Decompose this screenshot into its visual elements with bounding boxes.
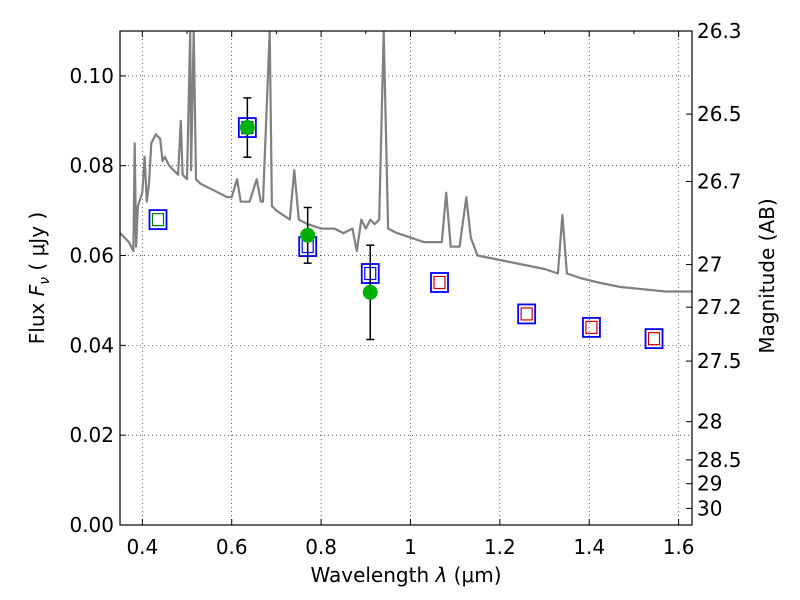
synthetic-flux-square xyxy=(585,320,598,334)
x-axis-label-suffix: (μm) xyxy=(447,563,501,587)
y-tick-label: 0.02 xyxy=(69,423,114,447)
ticks-layer: 0.4 0.6 0.8 1 1.2 1.4 1.6 0.00 0.02 0.04 0.06 0.08 0… xyxy=(69,19,741,559)
right-tick-label: 28.5 xyxy=(697,448,742,472)
right-tick-label: 28 xyxy=(697,410,722,434)
y-axis-label-suffix: ( μJy ) xyxy=(25,212,49,277)
x-tick-label: 0.4 xyxy=(126,535,158,559)
right-tick-label: 26.5 xyxy=(697,102,742,126)
x-tick-label: 1.2 xyxy=(484,535,516,559)
x-tick-label: 1 xyxy=(404,535,417,559)
observed-flux-point xyxy=(239,120,255,136)
data-layer xyxy=(120,31,692,350)
x-axis-label-symbol: λ xyxy=(434,563,447,587)
x-axis-label-prefix: Wavelength xyxy=(310,563,435,587)
plot-frame xyxy=(119,30,693,526)
model-flux-square xyxy=(644,328,664,350)
observed-flux-point xyxy=(362,284,378,300)
right-tick-label: 26.3 xyxy=(697,19,742,43)
model-flux-square xyxy=(582,316,601,338)
right-tick-label: 27.5 xyxy=(697,349,742,373)
x-tick-label: 1.6 xyxy=(663,535,695,559)
synthetic-flux-square xyxy=(647,332,661,346)
y-tick-label: 0.06 xyxy=(69,244,114,268)
x-tick-label: 0.6 xyxy=(216,535,248,559)
observed-flux-point xyxy=(300,227,316,243)
y-axis-label: Flux Fν ( μJy ) xyxy=(25,212,53,344)
x-tick-label: 0.8 xyxy=(305,535,337,559)
y-axis-label-subscript: ν xyxy=(37,277,53,285)
y-axis-label-prefix: Flux xyxy=(25,296,49,344)
y-tick-label: 0.10 xyxy=(69,64,114,88)
x-axis-label: Wavelength λ (μm) xyxy=(310,563,501,587)
y-tick-label: 0.04 xyxy=(69,333,114,357)
model-flux-square xyxy=(517,303,537,325)
right-tick-label: 26.7 xyxy=(697,169,742,193)
right-tick-label: 30 xyxy=(697,496,722,520)
synthetic-flux-square xyxy=(520,307,533,321)
right-tick-label: 27 xyxy=(697,253,722,277)
synthetic-flux-square xyxy=(151,213,165,227)
right-axis-label: Magnitude (AB) xyxy=(755,198,779,353)
x-tick-label: 1.4 xyxy=(573,535,605,559)
y-tick-label: 0.08 xyxy=(69,154,114,178)
right-tick-label: 27.2 xyxy=(697,295,742,319)
y-axis-label-symbol: F xyxy=(25,284,49,296)
y-tick-label: 0.00 xyxy=(69,513,114,537)
right-tick-label: 29 xyxy=(697,472,722,496)
model-flux-square xyxy=(148,209,168,231)
synthetic-flux-square xyxy=(433,275,446,290)
model-flux-square xyxy=(430,272,449,293)
grid-layer xyxy=(120,31,692,526)
model-spectrum-line xyxy=(120,31,692,293)
